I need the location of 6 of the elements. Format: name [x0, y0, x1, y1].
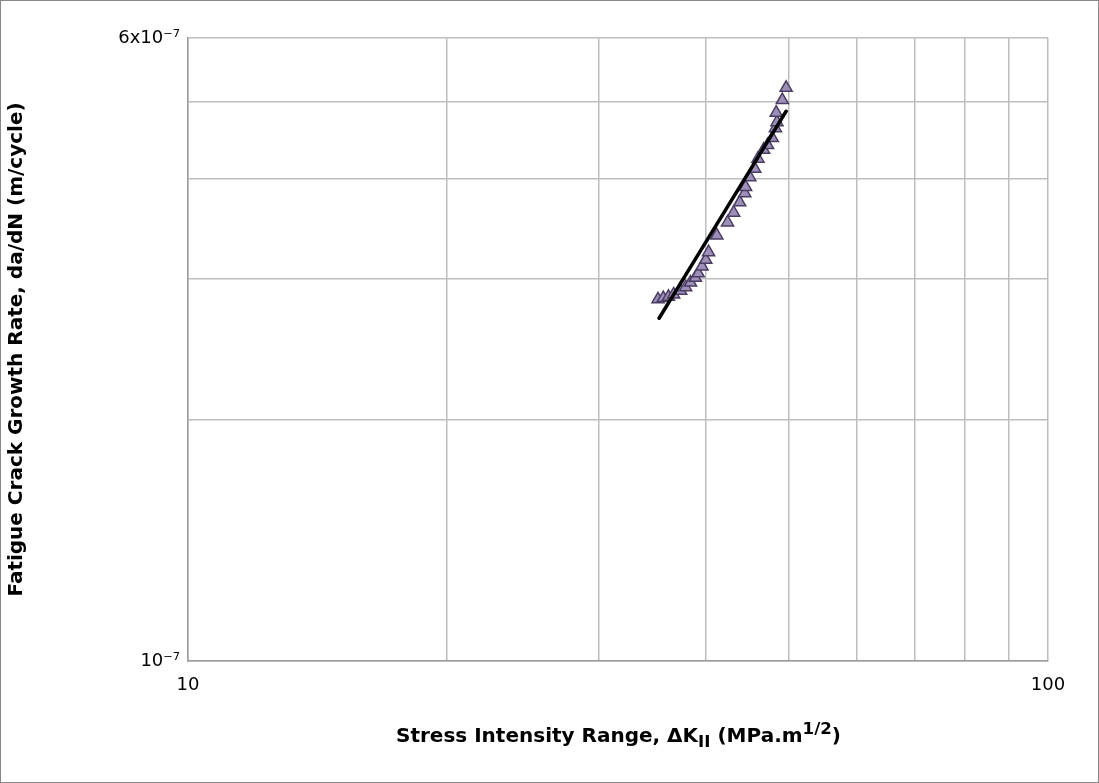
y-axis-title: Fatigue Crack Growth Rate, da/dN (m/cycle) — [3, 102, 28, 597]
x-axis-title: Stress Intensity Range, ΔK$_{II}$ (MPa.m$^{1/2}$) — [395, 719, 842, 751]
y-tick-label: 10⁻⁷ — [140, 648, 180, 670]
y-tick-label: 6x10⁻⁷ — [118, 25, 180, 47]
x-tick-label: 10 — [176, 673, 200, 695]
x-tick-label: 100 — [1030, 673, 1066, 695]
